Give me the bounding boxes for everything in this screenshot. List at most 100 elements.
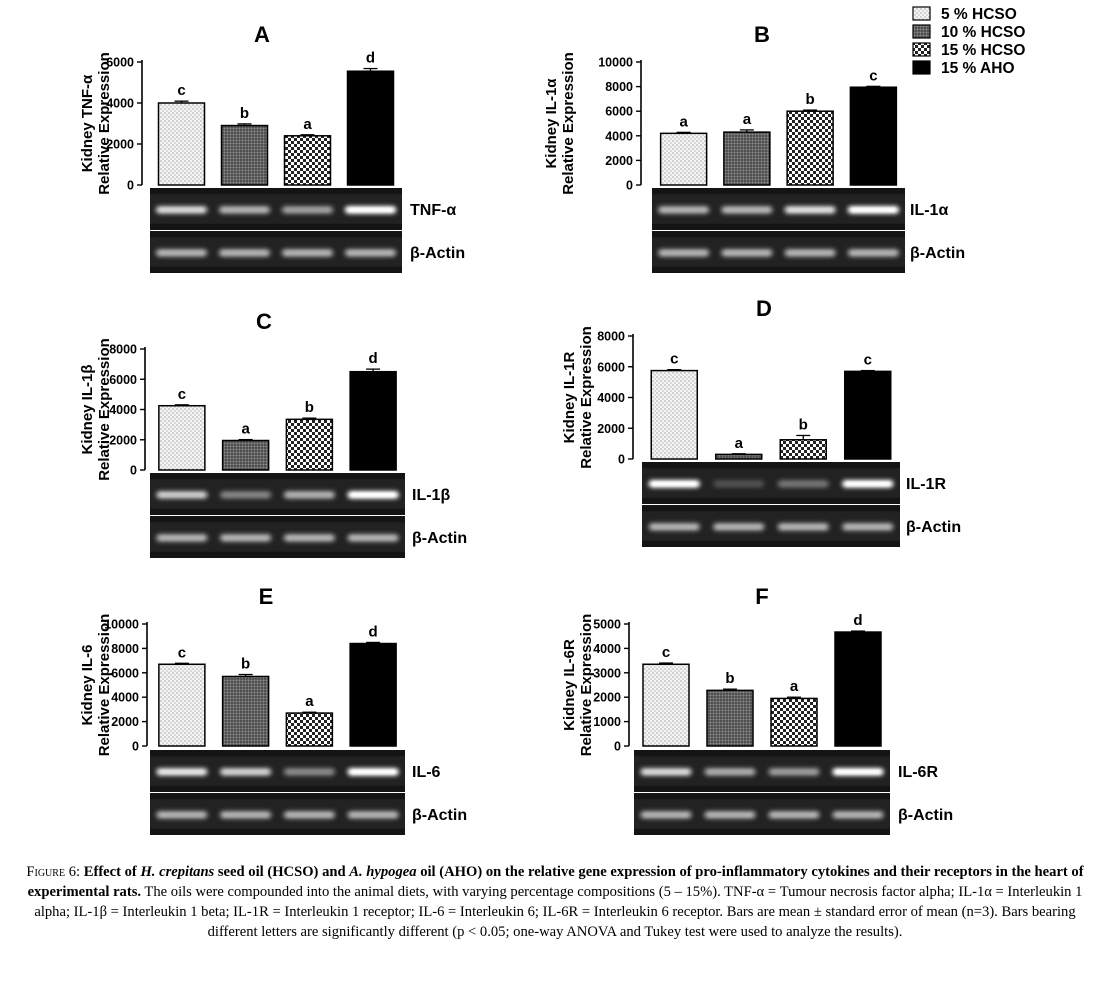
y-tick-label: 6000 xyxy=(597,360,625,374)
panel-label: D xyxy=(756,296,772,321)
legend-label: 10 % HCSO xyxy=(941,24,1025,41)
panel-label: F xyxy=(755,584,768,609)
significance-letter: d xyxy=(366,50,375,67)
y-axis-title-line2: Relative Expression xyxy=(578,614,595,757)
significance-letter: a xyxy=(790,678,799,695)
bar-2 xyxy=(221,439,270,471)
bar-4 xyxy=(349,642,397,747)
y-tick-label: 6000 xyxy=(106,56,134,70)
bar-1 xyxy=(158,404,206,471)
gel-band xyxy=(223,812,268,817)
y-tick-label: 0 xyxy=(132,740,139,754)
gel-band xyxy=(287,769,332,774)
y-tick-label: 1000 xyxy=(593,715,621,729)
gel-target xyxy=(642,462,900,504)
gel-band xyxy=(644,812,688,817)
gel-target xyxy=(652,188,905,230)
gel-band xyxy=(845,481,890,486)
gel-label-target: IL-6R xyxy=(898,764,938,781)
legend-swatch xyxy=(912,60,931,75)
gel-label-actin: β-Actin xyxy=(906,519,961,536)
y-tick-label: 4000 xyxy=(106,97,134,111)
gel-actin xyxy=(150,516,405,558)
significance-letter: c xyxy=(662,644,670,661)
caption-bold-1: Effect of xyxy=(83,864,141,880)
gel-band xyxy=(351,812,396,817)
bar-4 xyxy=(349,370,397,471)
y-tick-label: 8000 xyxy=(597,330,625,344)
bar-1 xyxy=(158,663,206,747)
bar-3 xyxy=(283,135,332,186)
y-tick-label: 0 xyxy=(127,179,134,193)
gel-band xyxy=(652,481,697,486)
gel-band xyxy=(223,492,268,497)
significance-letter: c xyxy=(864,352,872,369)
gel-band xyxy=(724,250,769,255)
caption-bold-3: oil (AHO) on the relative gene expressio… xyxy=(27,864,1084,900)
gel-band xyxy=(724,207,769,212)
bar-3 xyxy=(285,712,334,747)
y-axis-title-line1: Kidney TNF-α xyxy=(79,74,96,172)
bar-2 xyxy=(706,689,754,747)
y-tick-label: 3000 xyxy=(593,666,621,680)
y-axis-title-line2: Relative Expression xyxy=(578,326,595,469)
gel-band xyxy=(351,535,396,540)
y-tick-label: 6000 xyxy=(111,666,139,680)
gel-band xyxy=(159,207,204,212)
gel-band xyxy=(781,524,826,529)
y-axis-title-line2: Relative Expression xyxy=(96,614,113,757)
y-tick-label: 2000 xyxy=(593,691,621,705)
gel-band xyxy=(788,207,833,212)
y-axis-title-line1: Kidney IL-1α xyxy=(543,78,560,169)
gel-label-target: IL-6 xyxy=(412,764,441,781)
y-axis-title-line1: Kidney IL-6R xyxy=(561,639,578,731)
gel-band xyxy=(851,250,896,255)
gel-target xyxy=(150,188,402,230)
bar-3 xyxy=(779,439,827,460)
figure-caption: Figure 6: Effect of H. crepitans seed oi… xyxy=(12,862,1098,942)
y-tick-label: 10000 xyxy=(104,618,139,632)
panel-label: A xyxy=(254,22,270,47)
gel-band xyxy=(287,535,332,540)
y-tick-label: 2000 xyxy=(605,154,633,168)
gel-actin xyxy=(150,793,405,835)
gel-actin xyxy=(150,231,402,273)
panel-label: C xyxy=(256,309,272,334)
significance-letter: c xyxy=(869,67,877,84)
panel-label: E xyxy=(259,584,274,609)
significance-letter: c xyxy=(178,644,186,661)
significance-letter: c xyxy=(177,82,185,99)
y-tick-label: 2000 xyxy=(109,433,137,447)
gel-band xyxy=(287,492,332,497)
bar-1 xyxy=(157,102,206,186)
y-tick-label: 8000 xyxy=(605,80,633,94)
significance-letter: d xyxy=(853,612,862,629)
significance-letter: b xyxy=(799,416,808,433)
gel-band xyxy=(716,524,761,529)
bar-4 xyxy=(849,86,898,186)
significance-letter: d xyxy=(369,350,378,367)
panel-b: B 0 2000 4000 6000 8000 10000 Kidney IL-1α Relat… xyxy=(543,22,965,273)
bar-1 xyxy=(642,663,690,747)
gel-label-actin: β-Actin xyxy=(910,245,965,262)
y-tick-label: 0 xyxy=(626,179,633,193)
significance-letter: b xyxy=(305,399,314,416)
gel-band xyxy=(652,524,697,529)
legend-label: 5 % HCSO xyxy=(941,6,1017,23)
gel-target xyxy=(634,750,890,792)
legend-swatch xyxy=(912,42,931,57)
y-tick-label: 0 xyxy=(614,740,621,754)
gel-band xyxy=(222,250,267,255)
gel-band xyxy=(716,481,761,486)
gel-actin xyxy=(652,231,905,273)
legend-swatch xyxy=(912,24,931,39)
significance-letter: d xyxy=(369,623,378,640)
gel-band xyxy=(285,250,330,255)
y-tick-label: 2000 xyxy=(597,422,625,436)
bar-3 xyxy=(285,418,334,471)
significance-letter: b xyxy=(725,670,734,687)
significance-letter: b xyxy=(241,656,250,673)
legend-swatch xyxy=(912,6,931,21)
y-tick-label: 4000 xyxy=(597,391,625,405)
